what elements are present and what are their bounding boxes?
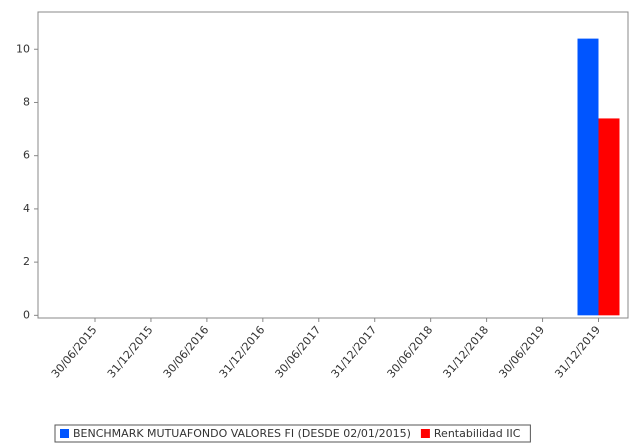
- legend: BENCHMARK MUTUAFONDO VALORES FI (DESDE 0…: [54, 424, 531, 443]
- x-tick-label: 30/06/2015: [49, 324, 100, 381]
- y-tick-label: 8: [23, 95, 30, 108]
- y-tick-label: 10: [16, 42, 30, 55]
- x-tick-label: 31/12/2015: [105, 324, 156, 381]
- x-tick-label: 31/12/2016: [217, 324, 268, 381]
- legend-swatch: [60, 429, 69, 438]
- x-tick-label: 30/06/2018: [385, 324, 436, 381]
- legend-swatch: [420, 429, 430, 438]
- bar: [577, 38, 599, 316]
- y-tick-label: 2: [23, 255, 30, 268]
- x-tick-label: 31/12/2018: [440, 324, 491, 381]
- legend-label: BENCHMARK MUTUAFONDO VALORES FI (DESDE 0…: [73, 427, 411, 440]
- x-tick-label: 31/12/2019: [552, 324, 603, 381]
- legend-label: Rentabilidad IIC: [434, 427, 521, 440]
- plot-area: [37, 11, 629, 319]
- y-tick-label: 4: [23, 202, 30, 215]
- legend-box: [54, 424, 531, 443]
- y-tick-label: 6: [23, 149, 30, 162]
- bar: [598, 118, 620, 316]
- x-tick-label: 30/06/2019: [496, 324, 547, 381]
- x-tick-label: 30/06/2016: [161, 324, 212, 381]
- x-tick-label: 31/12/2017: [329, 324, 380, 381]
- x-tick-label: 30/06/2017: [273, 324, 324, 381]
- y-tick-label: 0: [23, 308, 30, 321]
